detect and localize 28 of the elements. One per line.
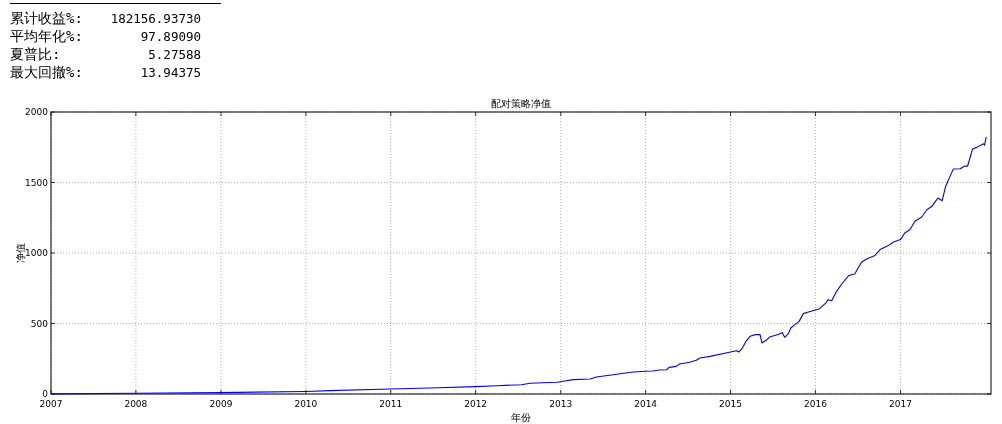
chart-title: 配对策略净值 — [491, 98, 551, 109]
x-tick-label: 2017 — [889, 399, 912, 409]
x-axis-title: 年份 — [511, 412, 531, 423]
x-tick-label: 2013 — [549, 399, 573, 409]
text: 平均年化%: — [10, 28, 83, 45]
y-tick-label: 500 — [30, 318, 49, 329]
x-tick-label: 2015 — [719, 399, 742, 409]
x-tick-label: 2011 — [379, 399, 403, 409]
text: 夏普比: — [10, 46, 62, 63]
text: 累计收益%: — [10, 10, 83, 27]
y-axis-title: 净值 — [15, 243, 26, 263]
y-tick-label: 0 — [42, 389, 49, 399]
text: 5.27588 — [147, 46, 202, 63]
x-tick-label: 2012 — [464, 399, 488, 409]
x-tick-label: 2010 — [294, 399, 318, 409]
x-tick-label: 2016 — [803, 399, 828, 409]
text: 最大回撤%: — [10, 64, 83, 81]
y-tick-label: 1000 — [25, 248, 49, 258]
y-tick-label: 2000 — [25, 107, 49, 117]
x-tick-label: 2009 — [209, 399, 233, 409]
y-tick-label: 1500 — [25, 177, 49, 188]
text: 97.89090 — [139, 28, 202, 45]
text: 182156.93730 — [109, 10, 202, 27]
x-tick-label: 2008 — [124, 399, 148, 409]
line-series — [51, 136, 987, 395]
x-tick-label: 2014 — [634, 399, 658, 409]
text: 13.94375 — [139, 64, 202, 81]
x-tick-label: 2007 — [39, 399, 63, 409]
